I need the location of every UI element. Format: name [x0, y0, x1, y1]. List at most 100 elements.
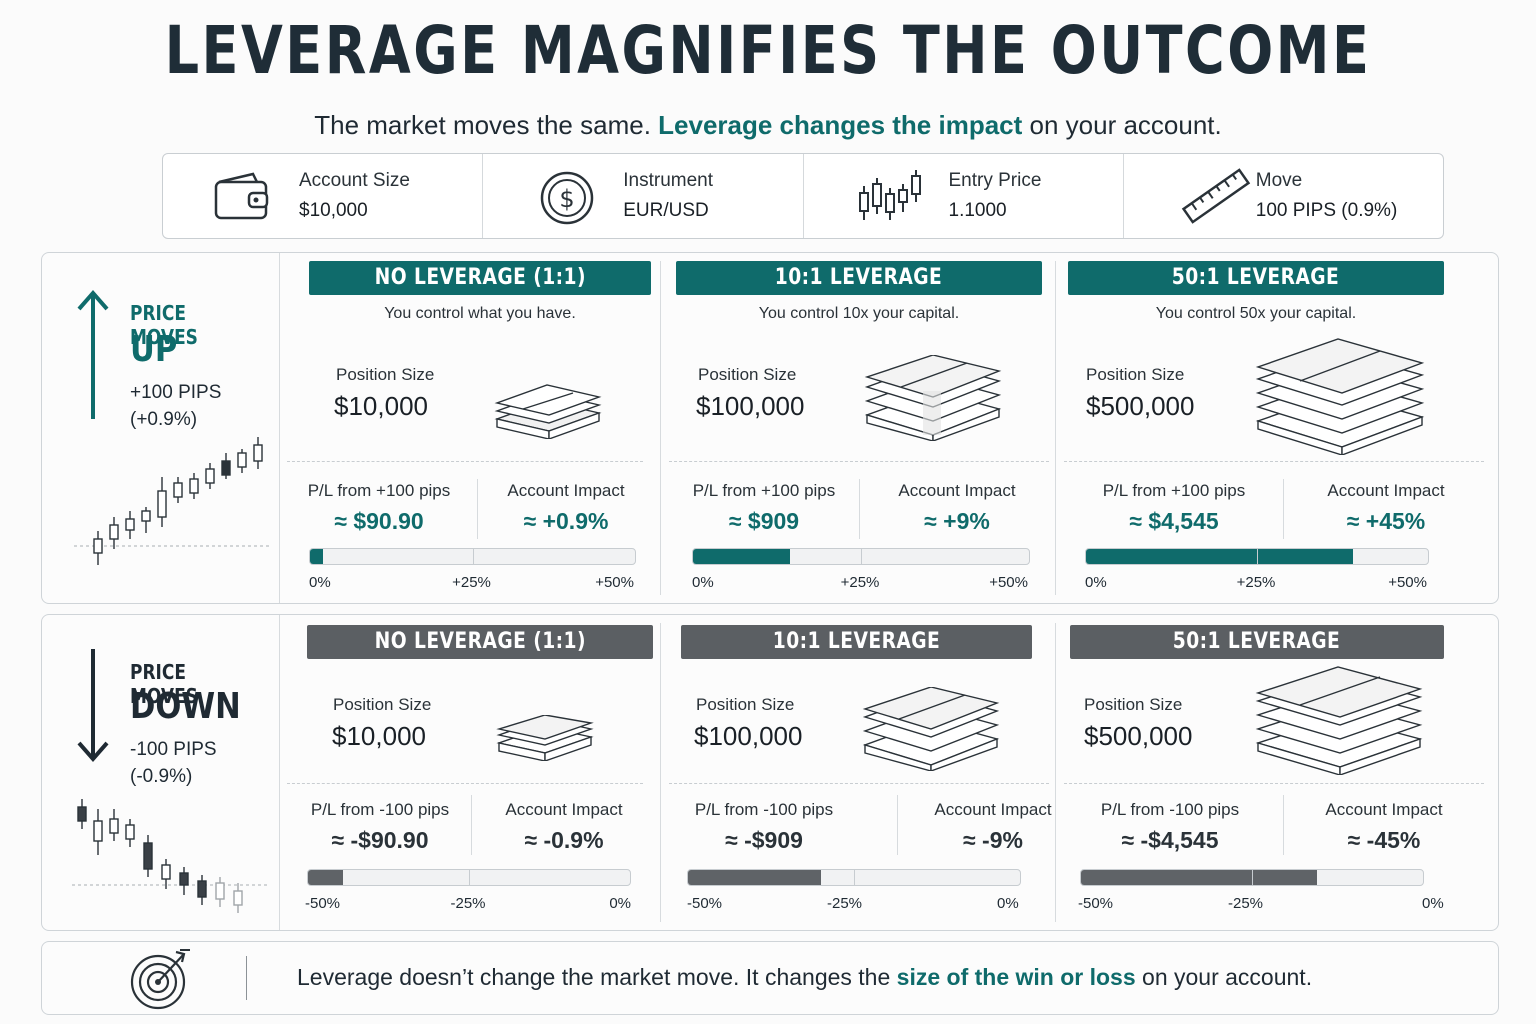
cash-stack-icon [1255, 338, 1425, 455]
divider [660, 261, 661, 595]
impact-value: ≈ -0.9% [524, 827, 604, 853]
tick-label: 0% [997, 895, 1019, 912]
tick-label: -50% [305, 895, 341, 912]
impact-value: ≈ -9% [963, 827, 1023, 853]
bar-midline [472, 549, 474, 564]
divider [660, 623, 661, 922]
direction-value: DOWN [130, 686, 241, 727]
arrow-up-icon [77, 289, 109, 419]
footer-message: Leverage doesn’t change the market move.… [297, 964, 1312, 991]
ruler-icon [1181, 168, 1250, 224]
pl-value: ≈ $909 [728, 508, 800, 534]
cash-stack-icon [862, 687, 1000, 771]
impact-bar [309, 548, 636, 565]
divider [897, 795, 898, 855]
falling-candles-icon [72, 799, 268, 913]
divider [1064, 783, 1484, 784]
leverage-banner-text: 10:1 LEVERAGE [775, 265, 943, 290]
leverage-banner: 10:1 LEVERAGE [681, 625, 1032, 659]
subtitle-highlight: Leverage changes the impact [658, 110, 1023, 140]
info-value: 100 PIPS (0.9%) [1255, 200, 1398, 221]
tick-label: 0% [1422, 895, 1444, 912]
tick-label: +25% [840, 574, 880, 591]
target-icon [130, 949, 190, 1010]
leverage-tagline: You control what you have. [384, 305, 576, 322]
tick-label: -25% [827, 895, 863, 912]
down-column-50-1: 50:1 LEVERAGE Position Size $500,000 P/L… [1056, 615, 1496, 930]
divider [1064, 461, 1484, 462]
impact-label: Account Impact [1325, 800, 1443, 819]
cash-stack-icon [864, 355, 1002, 441]
bar-midline [861, 549, 862, 564]
pl-label: P/L from -100 pips [310, 800, 450, 819]
dollar-coin-icon: $ [541, 171, 594, 225]
tick-label: +50% [595, 574, 634, 591]
position-size-value: $500,000 [1084, 721, 1193, 751]
impact-bar-fill [310, 549, 323, 564]
impact-bar-fill [308, 870, 344, 885]
subtitle-text-end: on your account. [1022, 110, 1222, 140]
leverage-tagline: You control 10x your capital. [758, 305, 960, 322]
info-label: Entry Price [948, 170, 1042, 191]
page-subtitle: The market moves the same. Leverage chan… [0, 110, 1536, 141]
info-label: Move [1255, 170, 1303, 191]
info-value: EUR/USD [623, 200, 709, 221]
impact-value: ≈ +9% [924, 508, 990, 534]
svg-text:$: $ [560, 185, 575, 213]
info-move: Move 100 PIPS (0.9%) [1122, 154, 1443, 238]
up-column-no-leverage: NO LEVERAGE (1:1) You control what you h… [279, 253, 660, 603]
impact-label: Account Impact [507, 481, 625, 500]
tick-label: 0% [1085, 574, 1107, 591]
position-size-label: Position Size [1084, 695, 1183, 714]
impact-bar-fill [693, 549, 791, 564]
leverage-banner: NO LEVERAGE (1:1) [307, 625, 653, 659]
pl-value: ≈ -$909 [725, 827, 803, 853]
info-account-size: Account Size $10,000 [163, 154, 482, 238]
pips-value: -100 PIPS [130, 739, 217, 760]
position-size-label: Position Size [333, 695, 432, 714]
page-title: LEVERAGE MAGNIFIES THE OUTCOME [164, 12, 1372, 89]
bar-midline [1257, 549, 1258, 564]
impact-bar-fill [1086, 549, 1353, 564]
tick-label: +25% [452, 574, 491, 591]
position-size-value: $100,000 [696, 391, 805, 421]
leverage-banner-text: NO LEVERAGE (1:1) [374, 629, 586, 654]
pl-value: ≈ $90.90 [334, 508, 424, 534]
impact-value: ≈ +45% [1346, 508, 1426, 534]
impact-value: ≈ -45% [1347, 827, 1421, 853]
tick-label: +50% [1388, 574, 1427, 591]
tick-label: 0% [692, 574, 714, 591]
position-size-value: $10,000 [334, 391, 428, 421]
impact-bar-fill [688, 870, 821, 885]
candlestick-icon [858, 170, 921, 220]
tick-label: -25% [450, 895, 486, 912]
leverage-banner-text: 10:1 LEVERAGE [772, 629, 941, 654]
tick-label: 0% [609, 895, 631, 912]
impact-bar [692, 548, 1030, 565]
cash-stack-icon [494, 384, 602, 439]
leverage-tagline: You control 50x your capital. [1155, 305, 1357, 322]
info-label: Instrument [623, 170, 714, 191]
trade-info-bar: Account Size $10,000 $ Instrument EUR/US… [162, 153, 1444, 239]
divider [471, 795, 472, 855]
pips-value: +100 PIPS [130, 382, 222, 403]
position-size-value: $10,000 [332, 721, 426, 751]
impact-bar [687, 869, 1021, 886]
direction-label: PRICE MOVES [130, 660, 198, 708]
price-down-panel: PRICE MOVES DOWN -100 PIPS (-0.9%) NO LEV… [41, 614, 1499, 931]
divider [1283, 479, 1284, 539]
impact-bar [1085, 548, 1429, 565]
tick-label: -50% [1078, 895, 1114, 912]
tick-label: 0% [309, 574, 331, 591]
impact-bar-fill [1081, 870, 1317, 885]
bar-midline [1252, 870, 1253, 885]
divider [859, 479, 860, 539]
tick-label: -50% [687, 895, 723, 912]
cash-stack-icon [1255, 666, 1423, 775]
pips-percent: (-0.9%) [130, 766, 193, 787]
leverage-banner: 50:1 LEVERAGE [1070, 625, 1444, 659]
up-column-50-1: 50:1 LEVERAGE You control 50x your capit… [1056, 253, 1496, 603]
impact-label: Account Impact [934, 800, 1052, 819]
divider [669, 783, 1049, 784]
leverage-banner: 50:1 LEVERAGE [1068, 261, 1444, 295]
